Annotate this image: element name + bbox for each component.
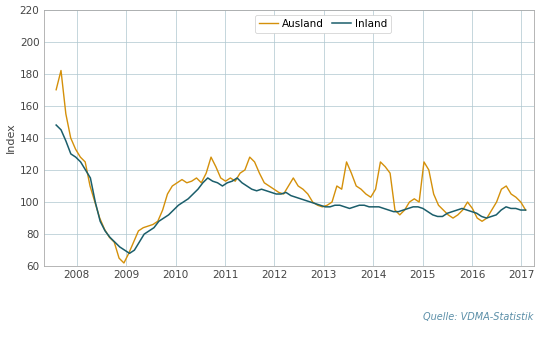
Ausland (96, 216, 103, 220)
Ausland (421, 160, 427, 164)
Legend: Ausland, Inland: Ausland, Inland (255, 15, 391, 33)
Ausland (121, 261, 127, 265)
Inland (522, 208, 529, 212)
Inland (327, 205, 333, 209)
Ausland (87, 184, 93, 188)
Ausland (324, 203, 331, 207)
Inland (293, 195, 299, 199)
Text: Quelle: VDMA-Statistik: Quelle: VDMA-Statistik (423, 312, 534, 322)
Ausland (58, 69, 64, 73)
Ausland (285, 184, 292, 188)
Inland (87, 176, 94, 180)
Inland (53, 123, 60, 127)
Inland (126, 251, 133, 256)
Ausland (53, 88, 60, 92)
Inland (68, 152, 74, 156)
Ausland (358, 187, 364, 191)
Line: Ausland: Ausland (56, 71, 526, 263)
Y-axis label: Index: Index (5, 122, 16, 153)
Inland (180, 200, 186, 204)
Ausland (522, 208, 529, 212)
Inland (420, 206, 426, 211)
Line: Inland: Inland (56, 125, 526, 253)
